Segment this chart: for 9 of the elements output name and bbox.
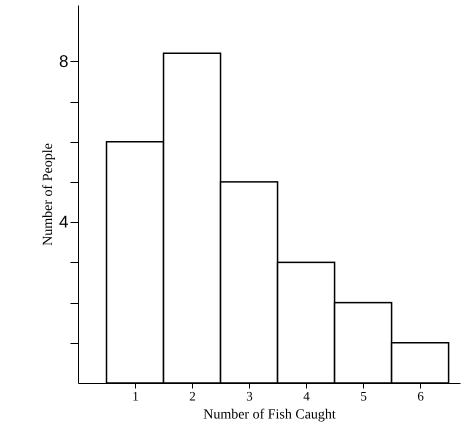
x-tick-label: 1	[132, 388, 139, 404]
x-tick-label: 5	[360, 388, 367, 404]
x-tick-label: 6	[417, 388, 424, 404]
y-axis-title: Number of People	[41, 143, 56, 246]
y-tick-label: 8	[59, 52, 68, 71]
x-tick-label: 3	[246, 388, 253, 404]
x-tick-label: 2	[189, 388, 196, 404]
x-tick-label: 4	[303, 388, 310, 404]
x-axis-title: Number of Fish Caught	[203, 408, 336, 422]
